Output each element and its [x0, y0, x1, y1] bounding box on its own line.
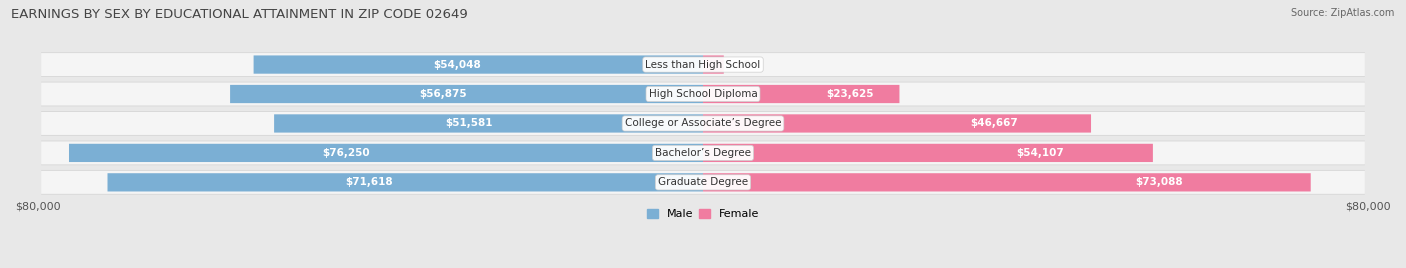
Text: High School Diploma: High School Diploma [648, 89, 758, 99]
FancyBboxPatch shape [703, 144, 1153, 162]
Text: Source: ZipAtlas.com: Source: ZipAtlas.com [1291, 8, 1395, 18]
FancyBboxPatch shape [69, 144, 703, 162]
FancyBboxPatch shape [274, 114, 703, 133]
Text: $23,625: $23,625 [827, 89, 875, 99]
FancyBboxPatch shape [41, 111, 1365, 136]
FancyBboxPatch shape [41, 112, 1365, 135]
FancyBboxPatch shape [41, 142, 1365, 164]
FancyBboxPatch shape [41, 52, 1365, 77]
Text: $54,107: $54,107 [1017, 148, 1064, 158]
Text: College or Associate’s Degree: College or Associate’s Degree [624, 118, 782, 128]
FancyBboxPatch shape [41, 53, 1365, 76]
Text: $54,048: $54,048 [433, 59, 481, 70]
Text: Less than High School: Less than High School [645, 59, 761, 70]
FancyBboxPatch shape [703, 55, 724, 74]
Text: $76,250: $76,250 [322, 148, 370, 158]
Text: $71,618: $71,618 [346, 177, 394, 187]
FancyBboxPatch shape [253, 55, 703, 74]
FancyBboxPatch shape [231, 85, 703, 103]
Text: Bachelor’s Degree: Bachelor’s Degree [655, 148, 751, 158]
FancyBboxPatch shape [41, 83, 1365, 106]
Text: Graduate Degree: Graduate Degree [658, 177, 748, 187]
FancyBboxPatch shape [41, 171, 1365, 194]
FancyBboxPatch shape [107, 173, 703, 191]
Legend: Male, Female: Male, Female [643, 204, 763, 224]
FancyBboxPatch shape [41, 170, 1365, 195]
FancyBboxPatch shape [703, 114, 1091, 133]
FancyBboxPatch shape [41, 140, 1365, 165]
Text: $51,581: $51,581 [446, 118, 494, 128]
FancyBboxPatch shape [703, 85, 900, 103]
FancyBboxPatch shape [41, 82, 1365, 106]
Text: $0: $0 [737, 59, 751, 70]
Text: EARNINGS BY SEX BY EDUCATIONAL ATTAINMENT IN ZIP CODE 02649: EARNINGS BY SEX BY EDUCATIONAL ATTAINMEN… [11, 8, 468, 21]
Text: $46,667: $46,667 [970, 118, 1018, 128]
FancyBboxPatch shape [703, 173, 1310, 191]
Text: $56,875: $56,875 [419, 89, 467, 99]
Text: $73,088: $73,088 [1135, 177, 1182, 187]
